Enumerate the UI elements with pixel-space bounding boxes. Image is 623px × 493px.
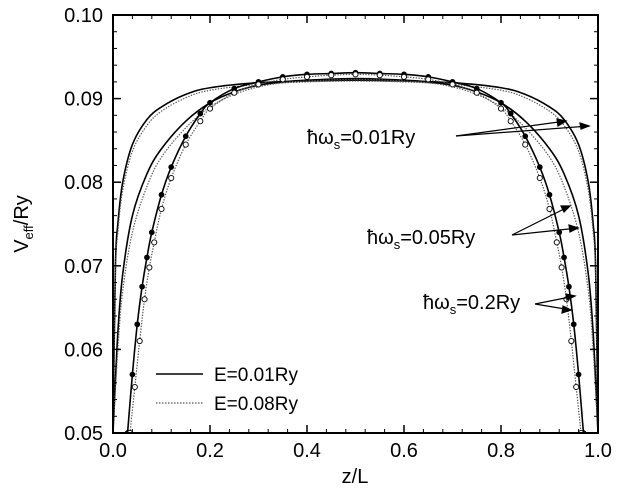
series-marker xyxy=(568,337,575,345)
series-marker xyxy=(352,71,359,78)
arrow-head xyxy=(579,122,591,130)
arrow-head xyxy=(556,118,568,127)
series-marker xyxy=(536,164,543,171)
annotation-label: ħωs=0.05Ry xyxy=(367,227,475,252)
tick-label-layer: 0.0 0.2 0.4 0.6 0.8 1.0 0.05 0.06 0.07 0.08 0.09 0.… xyxy=(64,5,612,462)
series-marker xyxy=(473,89,480,96)
arrow-head xyxy=(560,205,572,214)
series-marker xyxy=(328,72,335,79)
plot-frame xyxy=(112,14,599,434)
x-tick-label: 0.6 xyxy=(390,440,418,462)
series-line xyxy=(113,80,598,433)
annotation-arrow xyxy=(511,227,579,236)
legend-label: E=0.08Ry xyxy=(214,394,298,415)
legend-label: E=0.01Ry xyxy=(214,365,298,386)
annotation-arrow xyxy=(511,205,571,236)
series-marker xyxy=(425,76,432,83)
series-marker xyxy=(151,239,158,246)
series-marker xyxy=(566,283,572,290)
annotation-label: ħωs=0.2Ry xyxy=(423,292,520,317)
annotation-arrows xyxy=(455,118,591,314)
arrow-head xyxy=(568,224,580,233)
series-marker xyxy=(129,371,136,378)
y-tick-label: 0.07 xyxy=(64,256,103,278)
series-marker xyxy=(136,337,143,345)
series-marker xyxy=(279,76,286,83)
y-tick-label: 0.10 xyxy=(64,5,103,27)
series-marker xyxy=(139,283,145,290)
series-marker xyxy=(197,118,204,125)
series-marker xyxy=(376,72,383,79)
series-marker xyxy=(497,105,505,112)
series-marker xyxy=(206,105,214,112)
series-marker xyxy=(558,264,565,271)
x-tick-label: 0.0 xyxy=(99,440,127,462)
series-line xyxy=(113,79,598,433)
y-tick-label: 0.06 xyxy=(64,339,103,361)
legend: E=0.01Ry E=0.08Ry xyxy=(156,365,298,415)
y-tick-label: 0.05 xyxy=(64,423,103,445)
series-marker xyxy=(182,141,189,148)
tick-layer xyxy=(112,14,599,434)
annotation-layer: ħωs=0.01Ry ħωs=0.05Ry ħωs=0.2Ry xyxy=(307,118,591,317)
series-marker xyxy=(197,110,204,117)
series-marker xyxy=(522,141,529,148)
series-marker xyxy=(575,371,582,378)
series-marker xyxy=(536,174,543,182)
series-line xyxy=(113,77,598,433)
series-marker xyxy=(449,81,456,88)
y-tick-label: 0.09 xyxy=(64,89,103,111)
y-axis-label-sub: eff xyxy=(21,225,36,240)
y-axis-label: Veff/Ry xyxy=(11,195,36,253)
arrow-head xyxy=(565,293,577,301)
series-marker xyxy=(507,118,514,125)
series-marker xyxy=(148,229,155,236)
series-marker xyxy=(168,174,175,182)
y-axis-label-main: V xyxy=(11,239,33,253)
series-marker xyxy=(158,191,165,198)
series-marker xyxy=(141,296,148,303)
annotation-arrow xyxy=(455,125,590,137)
series-marker xyxy=(158,205,165,213)
x-tick-label: 0.8 xyxy=(487,440,515,462)
series-marker xyxy=(570,321,577,328)
series-marker xyxy=(553,239,560,246)
series-marker xyxy=(144,254,150,261)
y-axis-label-rest: /Ry xyxy=(11,195,33,225)
series-marker xyxy=(168,164,175,171)
series-marker xyxy=(182,133,189,140)
series-marker xyxy=(546,191,553,198)
arrow-head xyxy=(561,305,573,314)
series-marker xyxy=(522,133,529,140)
series-marker xyxy=(561,254,567,261)
series-marker xyxy=(498,99,504,106)
series-marker xyxy=(134,321,141,328)
series-marker xyxy=(131,383,138,391)
series-marker xyxy=(400,73,408,80)
annotation-arrow xyxy=(455,120,567,137)
series-marker xyxy=(207,99,213,106)
series-marker xyxy=(146,264,153,271)
x-tick-label: 1.0 xyxy=(584,440,612,462)
series-marker xyxy=(303,73,311,80)
series-marker xyxy=(231,89,238,96)
series-marker xyxy=(546,205,553,213)
series-marker xyxy=(255,81,262,88)
annotation-label: ħωs=0.01Ry xyxy=(307,127,415,152)
x-axis-label: z/L xyxy=(342,466,369,488)
series-marker xyxy=(507,110,514,117)
series-marker xyxy=(573,383,580,391)
x-tick-label: 0.2 xyxy=(196,440,224,462)
marker-layer xyxy=(124,69,587,433)
x-tick-label: 0.4 xyxy=(293,440,321,462)
y-tick-label: 0.08 xyxy=(64,172,103,194)
